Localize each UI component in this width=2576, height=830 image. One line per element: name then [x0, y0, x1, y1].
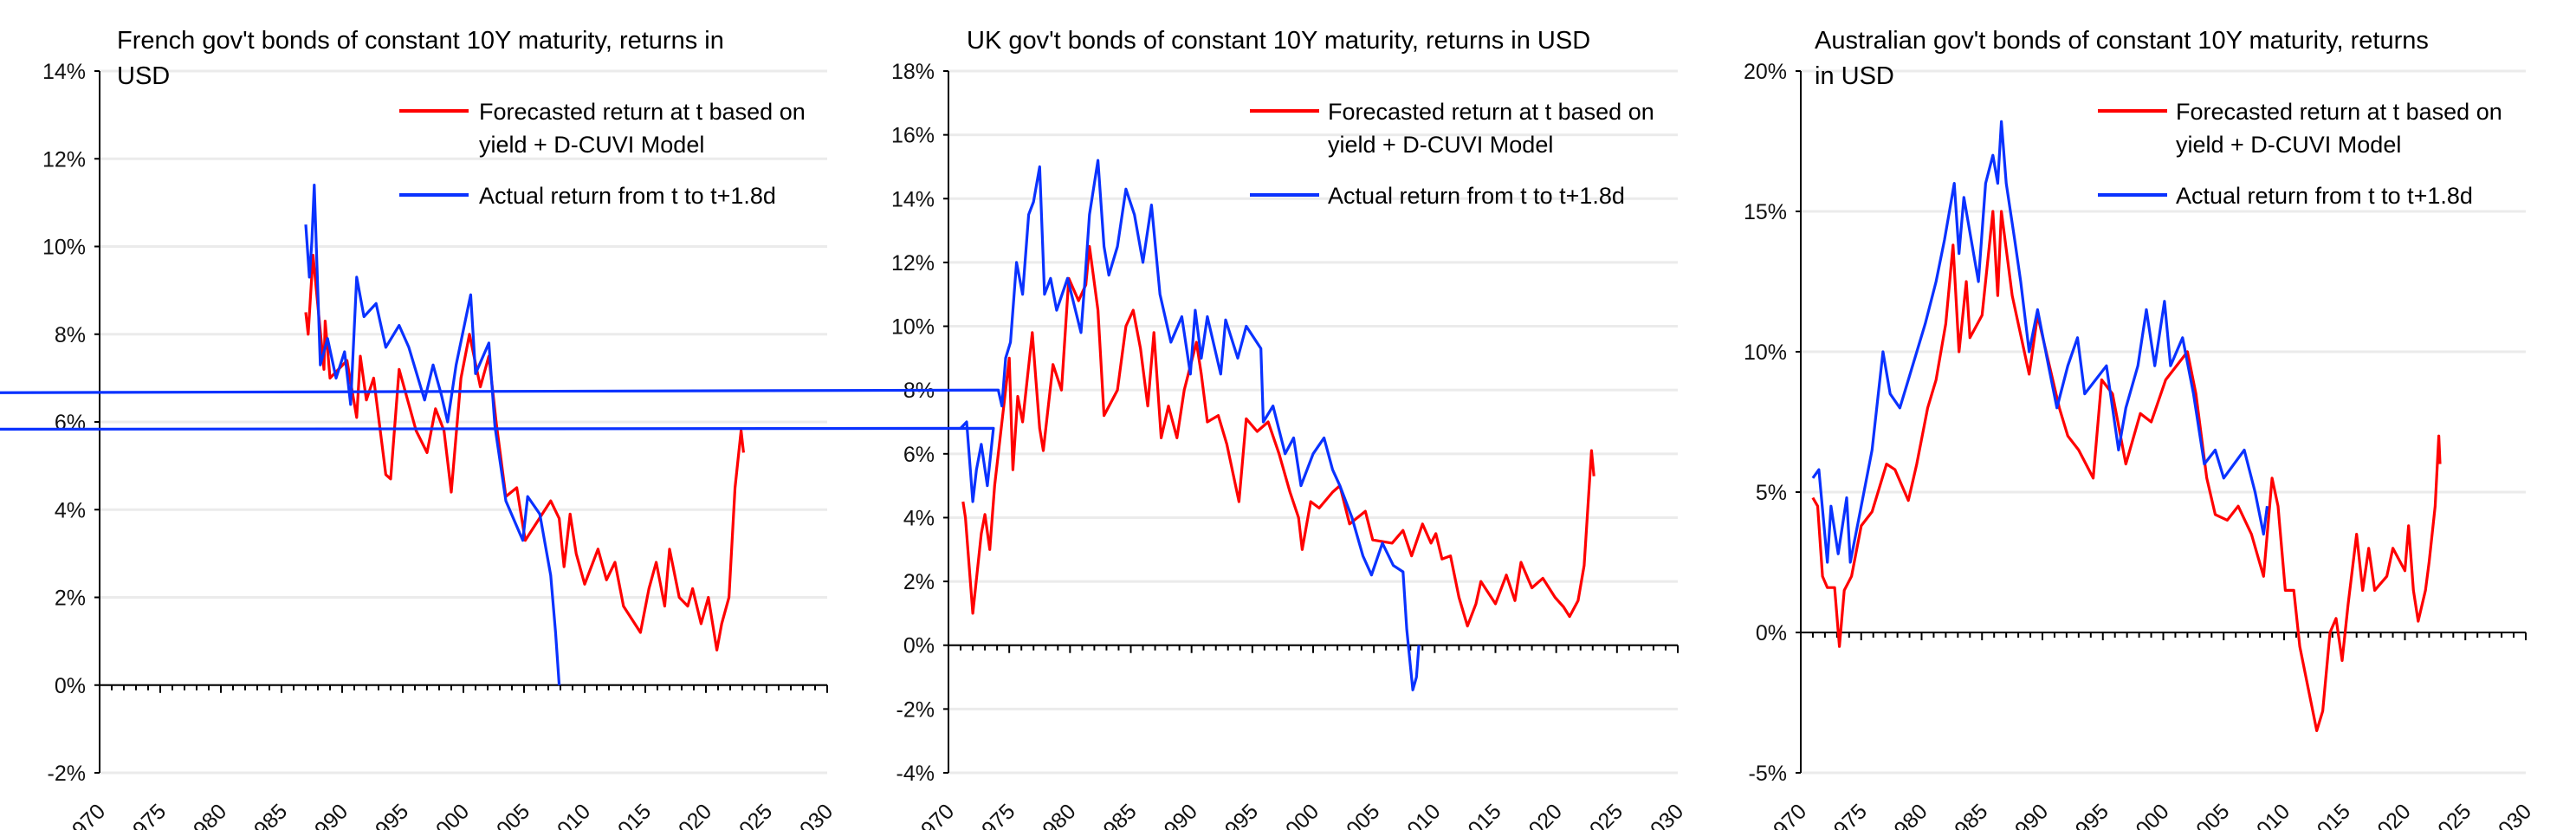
x-tick-label: 2020 [1516, 799, 1567, 830]
legend-label: Forecasted return at t based on [1328, 99, 1654, 125]
y-tick-label: -5% [1749, 762, 1787, 786]
x-tick-label: 2025 [726, 799, 777, 830]
x-tick-label: 2030 [2485, 799, 2536, 830]
y-tick-label: 14% [891, 187, 935, 211]
y-tick-label: 10% [1744, 340, 1787, 365]
x-tick-label: 1995 [362, 799, 413, 830]
x-tick-label: 2010 [544, 799, 595, 830]
chart-panel-1: -4% -2% 0% 2% 4% 6% 8% 10% 12% 14% 16% 18% 1970 1975 1… [0, 27, 1688, 830]
y-tick-label: 10% [42, 236, 86, 260]
y-tick-label: 14% [42, 60, 86, 84]
y-tick-label: 15% [1744, 200, 1787, 224]
x-tick-label: 2005 [483, 799, 534, 830]
x-tick-label: 1980 [1881, 799, 1932, 830]
legend-label: Forecasted return at t based on [479, 99, 806, 125]
chart-title: USD [117, 62, 170, 90]
x-tick-label: 1995 [2062, 799, 2113, 830]
series-forecast-line [961, 244, 1595, 628]
x-tick-label: 2030 [1637, 799, 1688, 830]
y-tick-label: 18% [891, 60, 935, 84]
y-tick-label: 4% [55, 498, 86, 522]
y-tick-label: 5% [1756, 481, 1787, 505]
x-tick-label: 1985 [241, 799, 292, 830]
chart-title: UK gov't bonds of constant 10Y maturity,… [967, 27, 1590, 55]
x-tick-label: 1975 [968, 799, 1019, 830]
x-tick-label: 1970 [1760, 799, 1811, 830]
y-tick-label: -4% [896, 762, 935, 786]
x-tick-label: 1990 [1151, 799, 1202, 830]
legend-label: Actual return from t to t+1.8d [1328, 183, 1625, 209]
x-tick-label: 1970 [908, 799, 959, 830]
legend-label: yield + D-CUVI Model [2176, 132, 2401, 158]
x-tick-label: 1975 [120, 799, 171, 830]
x-tick-label: 2025 [2424, 799, 2476, 830]
x-tick-label: 1985 [1941, 799, 1992, 830]
x-tick-label: 2000 [2123, 799, 2174, 830]
series-actual-line [304, 184, 561, 685]
x-tick-label: 2005 [1333, 799, 1384, 830]
y-tick-label: 8% [55, 323, 86, 347]
x-tick-label: 1975 [1821, 799, 1872, 830]
chart-panel-2: -5% 0% 5% 10% 15% 20% 1970 1975 1980 1985 1990 1995… [1744, 27, 2536, 830]
x-tick-label: 1995 [1212, 799, 1263, 830]
y-tick-label: 10% [891, 315, 935, 340]
x-tick-label: 2000 [423, 799, 474, 830]
y-tick-label: 2% [903, 570, 935, 594]
series-forecast-line [304, 254, 745, 652]
series-actual-line [0, 159, 1421, 691]
x-tick-label: 1980 [1029, 799, 1080, 830]
y-tick-label: 12% [42, 147, 86, 172]
x-tick-label: 1980 [180, 799, 231, 830]
chart-title: French gov't bonds of constant 10Y matur… [117, 27, 724, 55]
y-tick-label: 0% [1756, 621, 1787, 645]
x-tick-label: 2015 [1455, 799, 1506, 830]
y-tick-label: -2% [48, 762, 86, 786]
legend-label: Actual return from t to t+1.8d [2176, 183, 2473, 209]
x-tick-label: 1970 [59, 799, 110, 830]
series-actual-line [1811, 120, 2269, 564]
y-tick-label: 4% [903, 506, 935, 530]
x-tick-label: 2020 [665, 799, 716, 830]
x-tick-label: 2030 [786, 799, 838, 830]
x-tick-label: 2000 [1272, 799, 1324, 830]
y-tick-label: 12% [891, 251, 935, 276]
y-tick-label: 20% [1744, 60, 1787, 84]
y-tick-label: 0% [903, 634, 935, 658]
y-tick-label: 0% [55, 674, 86, 698]
series-forecast-line [1811, 210, 2442, 733]
x-tick-label: 2020 [2365, 799, 2416, 830]
chart-title: in USD [1815, 62, 1894, 90]
x-tick-label: 2025 [1576, 799, 1628, 830]
chart-title: Australian gov't bonds of constant 10Y m… [1815, 27, 2429, 55]
x-tick-label: 1990 [301, 799, 353, 830]
x-tick-label: 2010 [1394, 799, 1445, 830]
y-tick-label: -2% [896, 697, 935, 722]
x-tick-label: 1985 [1091, 799, 1142, 830]
y-tick-label: 6% [903, 443, 935, 467]
legend-label: yield + D-CUVI Model [479, 132, 704, 158]
x-tick-label: 2005 [2183, 799, 2234, 830]
y-tick-label: 6% [55, 411, 86, 435]
legend-label: yield + D-CUVI Model [1328, 132, 1553, 158]
y-tick-label: 16% [891, 124, 935, 148]
legend-label: Actual return from t to t+1.8d [479, 183, 776, 209]
x-tick-label: 2015 [2304, 799, 2355, 830]
x-tick-label: 1990 [2002, 799, 2053, 830]
legend-label: Forecasted return at t based on [2176, 99, 2502, 125]
x-tick-label: 2010 [2243, 799, 2294, 830]
y-tick-label: 2% [55, 587, 86, 611]
x-tick-label: 2015 [605, 799, 656, 830]
